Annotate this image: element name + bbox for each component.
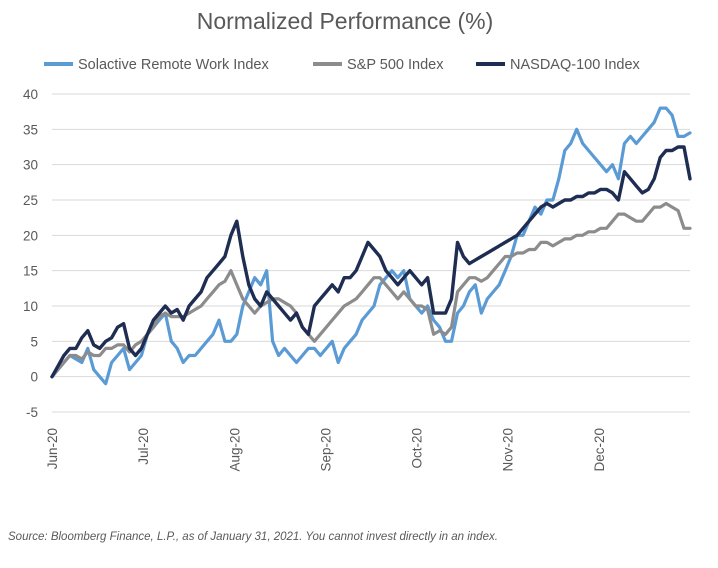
y-tick-label: 20	[23, 228, 38, 243]
x-tick-label: Dec-20	[592, 428, 607, 472]
legend-label-nasdaq: NASDAQ-100 Index	[510, 57, 641, 73]
chart-title: Normalized Performance (%)	[197, 8, 494, 34]
x-axis: Jun-20 Jul-20 Aug-20 Sep-20 Oct-20 Nov-20 Dec-…	[45, 428, 607, 472]
x-tick-label: Sep-20	[318, 428, 333, 472]
legend-label-remote-work: Solactive Remote Work Index	[78, 57, 269, 73]
gridlines	[52, 93, 690, 413]
series-line-1	[50, 201, 692, 379]
y-tick-label: 5	[30, 334, 38, 349]
series-lines	[50, 106, 692, 386]
y-tick-label: 25	[23, 193, 38, 208]
x-tick-label: Jun-20	[45, 428, 60, 469]
legend: Solactive Remote Work Index S&P 500 Inde…	[44, 57, 641, 73]
x-tick-label: Jul-20	[136, 428, 151, 465]
y-tick-label: 0	[30, 370, 38, 385]
y-tick-label: -5	[26, 405, 38, 420]
y-axis: -5 0 5 10 15 20 25 30 35 40	[23, 87, 38, 420]
y-tick-label: 15	[23, 264, 38, 279]
y-tick-label: 35	[23, 122, 38, 137]
y-tick-label: 10	[23, 299, 38, 314]
series-line-2	[50, 145, 692, 379]
y-tick-label: 30	[23, 158, 38, 173]
x-tick-label: Aug-20	[227, 428, 242, 472]
legend-label-sp500: S&P 500 Index	[347, 57, 444, 73]
x-tick-label: Nov-20	[501, 428, 516, 472]
x-tick-label: Oct-20	[410, 428, 425, 469]
source-note: Source: Bloomberg Finance, L.P., as of J…	[8, 531, 498, 543]
y-tick-label: 40	[23, 87, 38, 102]
